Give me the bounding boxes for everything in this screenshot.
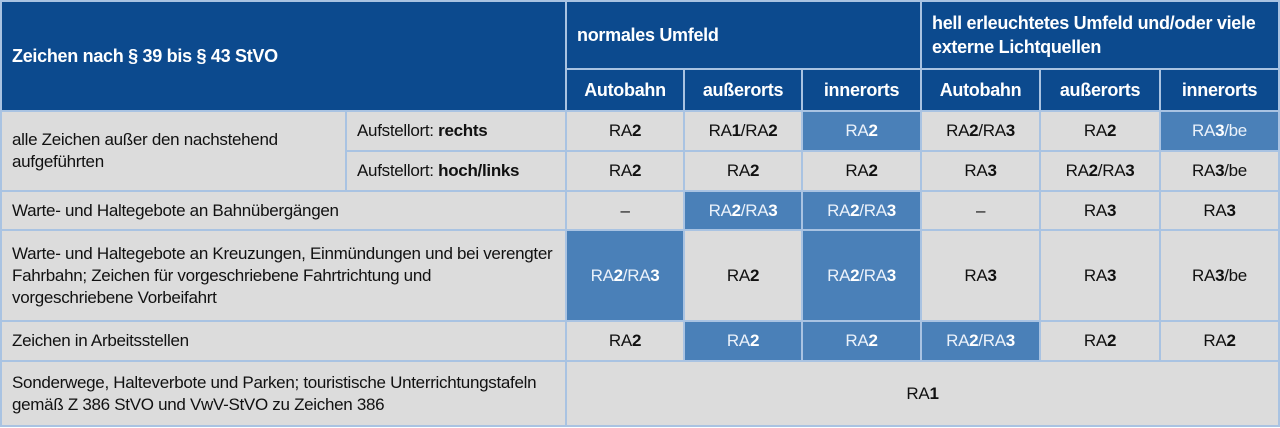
value-cell: RA2	[683, 320, 804, 362]
subheader-ausserorts: außerorts	[683, 68, 804, 112]
row-label: Zeichen in Arbeitsstellen	[0, 320, 568, 362]
row-label: alle Zeichen außer den nachstehend aufge…	[0, 110, 347, 192]
placement-label: Aufstellort: hoch/links	[344, 150, 568, 192]
value-cell: RA2	[683, 229, 804, 322]
value-cell: RA2/RA3	[801, 229, 923, 322]
table-row: Aufstellort: hoch/links RA2 RA2 RA2 RA3 RA2/R…	[1, 150, 1280, 192]
row-label: Warte- und Haltegebote an Kreuzungen, Ei…	[0, 229, 568, 322]
value-cell: RA3/be	[1159, 150, 1280, 192]
table-row: Warte- und Haltegebote an Bahnübergängen…	[0, 190, 1280, 231]
header-group-bright: hell erleuchtetes Umfeld und/oder viele …	[920, 0, 1280, 70]
merged-value-cell: RA1	[565, 360, 1280, 427]
value-cell: RA3/be	[1159, 229, 1280, 322]
value-cell: RA2/RA3	[920, 110, 1042, 152]
header-group-normal: normales Umfeld	[565, 0, 923, 70]
value-cell: RA2	[801, 320, 923, 362]
value-cell: RA2/RA3	[801, 190, 923, 231]
value-cell: RA1/RA2	[683, 110, 804, 152]
value-cell: RA2	[565, 110, 686, 152]
subheader-ausserorts: außerorts	[1039, 68, 1162, 112]
value-cell: –	[920, 190, 1042, 231]
row-label: Warte- und Haltegebote an Bahnübergängen	[0, 190, 568, 231]
subheader-innerorts: innerorts	[801, 68, 923, 112]
row-label: Sonderwege, Halteverbote und Parken; tou…	[0, 360, 568, 427]
value-cell: RA2	[801, 110, 923, 152]
value-cell: RA3/be	[1159, 110, 1280, 152]
value-cell: RA2	[565, 150, 686, 192]
value-cell: RA3	[1039, 190, 1162, 231]
subheader-autobahn: Autobahn	[920, 68, 1042, 112]
value-cell: RA2/RA3	[920, 320, 1042, 362]
value-cell: RA2	[565, 320, 686, 362]
value-cell: RA2/RA3	[683, 190, 804, 231]
value-cell: RA2	[683, 150, 804, 192]
value-cell: RA2/RA3	[565, 229, 686, 322]
value-cell: RA3	[920, 229, 1042, 322]
placement-label: Aufstellort: rechts	[344, 110, 568, 152]
value-cell: RA2	[801, 150, 923, 192]
table-row: Warte- und Haltegebote an Kreuzungen, Ei…	[0, 229, 1280, 322]
table-row: Zeichen in Arbeitsstellen RA2 RA2 RA2 RA2/RA…	[0, 320, 1280, 362]
value-cell: –	[565, 190, 686, 231]
header-signs: Zeichen nach § 39 bis § 43 StVO	[0, 0, 568, 112]
table-row: alle Zeichen außer den nachstehend aufge…	[0, 110, 1280, 192]
value-cell: RA2	[1159, 320, 1280, 362]
value-cell: RA2/RA3	[1039, 150, 1162, 192]
table-row: Sonderwege, Halteverbote und Parken; tou…	[0, 360, 1280, 427]
value-cell: RA2	[1039, 320, 1162, 362]
value-cell: RA3	[1159, 190, 1280, 231]
subheader-autobahn: Autobahn	[565, 68, 686, 112]
value-cell: RA2	[1039, 110, 1162, 152]
value-cell: RA3	[1039, 229, 1162, 322]
value-cell: RA3	[920, 150, 1042, 192]
subheader-innerorts: innerorts	[1159, 68, 1280, 112]
